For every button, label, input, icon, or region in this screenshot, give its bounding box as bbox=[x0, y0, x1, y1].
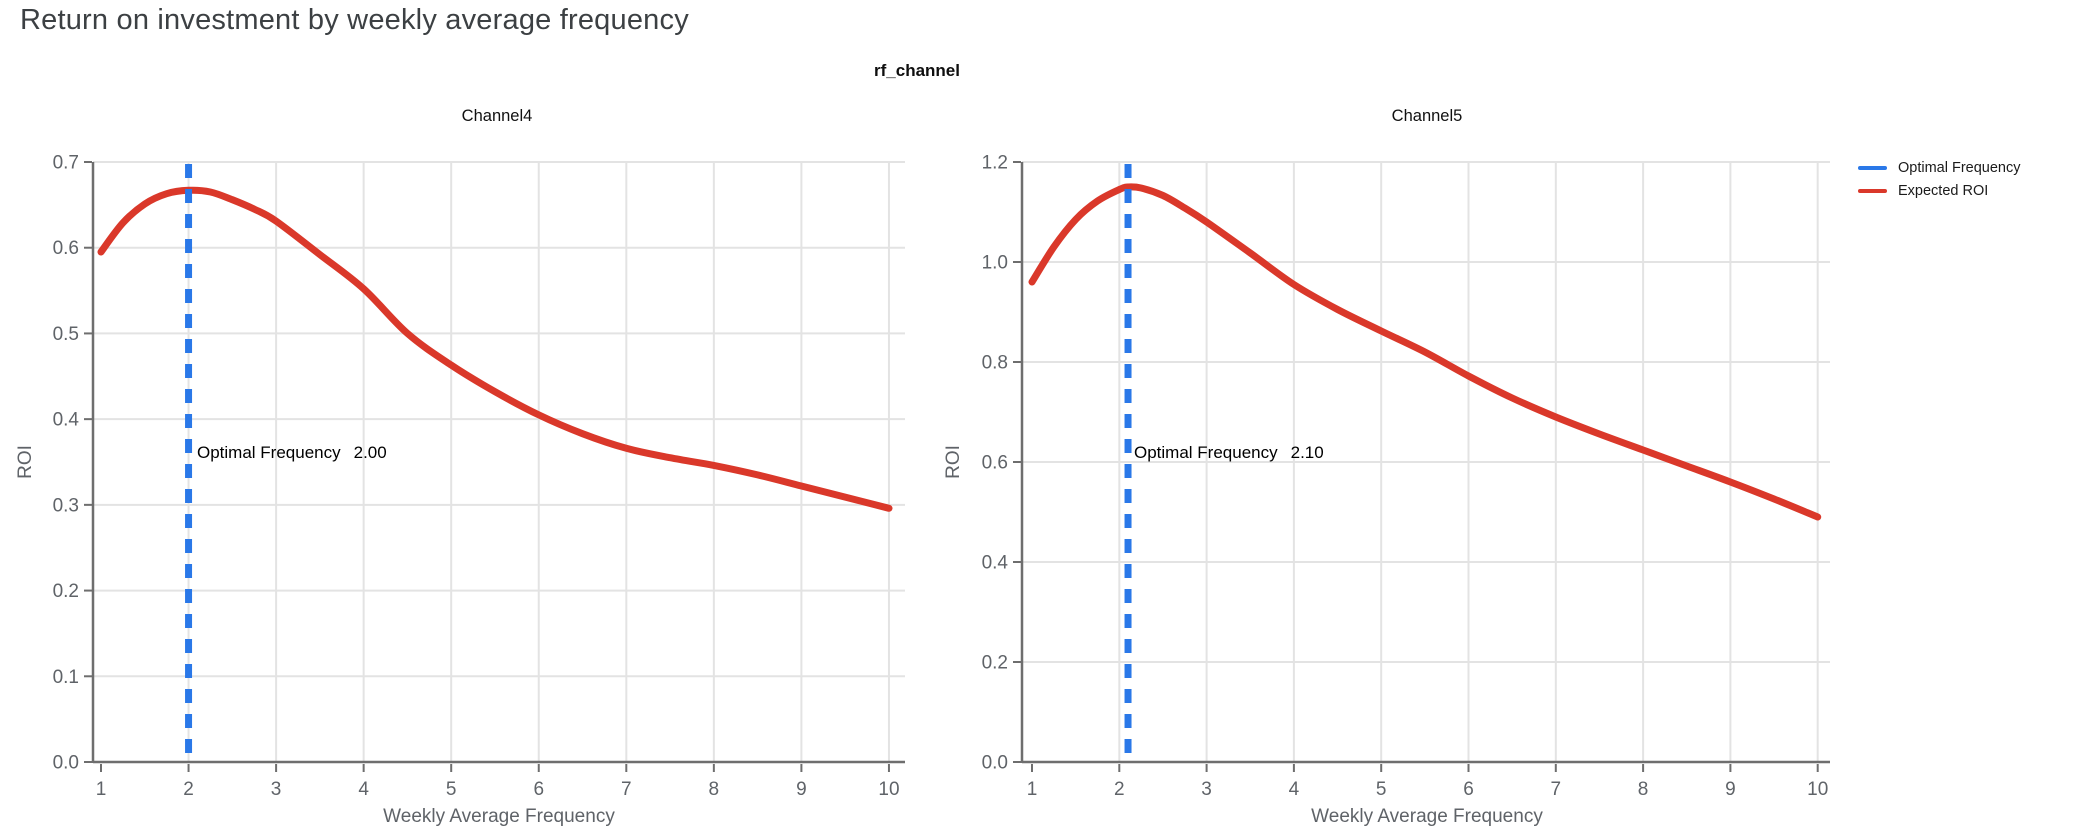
svg-text:0.0: 0.0 bbox=[53, 753, 79, 774]
svg-text:10: 10 bbox=[878, 779, 899, 800]
svg-text:0.2: 0.2 bbox=[53, 581, 79, 602]
optimal-frequency-annotation-channel4: Optimal Frequency 2.00 bbox=[197, 443, 387, 463]
svg-text:1.0: 1.0 bbox=[982, 253, 1008, 274]
annotation-value: 2.00 bbox=[353, 443, 387, 462]
svg-text:1.2: 1.2 bbox=[982, 153, 1008, 174]
svg-text:7: 7 bbox=[1551, 779, 1562, 800]
svg-text:6: 6 bbox=[533, 779, 544, 800]
axes-Channel4 bbox=[84, 161, 905, 772]
svg-text:2: 2 bbox=[1114, 779, 1125, 800]
svg-text:0.6: 0.6 bbox=[53, 238, 79, 259]
svg-text:0.7: 0.7 bbox=[53, 153, 79, 174]
subplot-title-channel5: Channel5 bbox=[1391, 107, 1463, 125]
svg-text:0.8: 0.8 bbox=[982, 353, 1008, 374]
tick-labels-Channel5: 0.0 0.2 0.4 0.6 0.8 1.0 1.2 1 2 3 4 5 6 7 8 9 10 bbox=[982, 153, 1829, 801]
svg-text:0.5: 0.5 bbox=[53, 324, 79, 345]
y-axis-title-channel5: ROI bbox=[943, 445, 964, 479]
svg-text:9: 9 bbox=[796, 779, 807, 800]
svg-text:3: 3 bbox=[271, 779, 282, 800]
tick-labels-Channel4: 0.0 0.1 0.2 0.3 0.4 0.5 0.6 0.7 1 2 3 4 5 6 7 8 9 10 bbox=[53, 153, 900, 801]
annotation-value: 2.10 bbox=[1290, 443, 1324, 462]
y-axis-title-channel4: ROI bbox=[15, 445, 36, 479]
svg-text:0.0: 0.0 bbox=[982, 753, 1008, 774]
svg-text:5: 5 bbox=[1376, 779, 1387, 800]
legend-label: Optimal Frequency bbox=[1898, 160, 2021, 176]
svg-text:10: 10 bbox=[1807, 779, 1828, 800]
x-axis-title-channel5: Weekly Average Frequency bbox=[1311, 806, 1543, 827]
svg-text:1: 1 bbox=[96, 779, 107, 800]
x-axis-title-channel4: Weekly Average Frequency bbox=[383, 806, 615, 827]
gridlines-Channel4 bbox=[93, 161, 905, 762]
svg-text:3: 3 bbox=[1201, 779, 1212, 800]
optimal-frequency-annotation-channel5: Optimal Frequency 2.10 bbox=[1134, 443, 1324, 463]
legend-item-expected-roi[interactable]: Expected ROI bbox=[1858, 183, 2021, 199]
svg-text:4: 4 bbox=[358, 779, 369, 800]
gridlines-Channel5 bbox=[1022, 161, 1830, 762]
subplot-title-channel4: Channel4 bbox=[461, 107, 533, 125]
svg-text:2: 2 bbox=[183, 779, 194, 800]
svg-text:8: 8 bbox=[709, 779, 720, 800]
svg-text:7: 7 bbox=[621, 779, 632, 800]
svg-text:5: 5 bbox=[446, 779, 457, 800]
legend-item-optimal-frequency[interactable]: Optimal Frequency bbox=[1858, 160, 2021, 176]
annotation-label: Optimal Frequency bbox=[1134, 443, 1278, 462]
svg-text:0.4: 0.4 bbox=[982, 553, 1009, 574]
svg-text:9: 9 bbox=[1725, 779, 1736, 800]
expected-roi-line bbox=[97, 186, 893, 512]
svg-text:1: 1 bbox=[1027, 779, 1038, 800]
svg-text:0.4: 0.4 bbox=[53, 410, 80, 431]
page-title: Return on investment by weekly average f… bbox=[20, 4, 689, 36]
expected-roi-line-swatch bbox=[1858, 189, 1887, 193]
legend-label: Expected ROI bbox=[1898, 183, 1989, 199]
svg-text:0.2: 0.2 bbox=[982, 653, 1008, 674]
figure-group-title: rf_channel bbox=[874, 61, 960, 80]
svg-text:0.3: 0.3 bbox=[53, 495, 79, 516]
axes-Channel5 bbox=[1013, 161, 1830, 772]
expected-roi-line bbox=[1028, 183, 1822, 521]
svg-text:0.6: 0.6 bbox=[982, 453, 1008, 474]
annotation-label: Optimal Frequency bbox=[197, 443, 341, 462]
svg-text:4: 4 bbox=[1289, 779, 1300, 800]
legend: Optimal Frequency Expected ROI bbox=[1858, 160, 2021, 206]
svg-text:6: 6 bbox=[1463, 779, 1474, 800]
svg-text:8: 8 bbox=[1638, 779, 1649, 800]
optimal-frequency-line-swatch bbox=[1858, 166, 1887, 170]
svg-text:0.1: 0.1 bbox=[53, 667, 79, 688]
